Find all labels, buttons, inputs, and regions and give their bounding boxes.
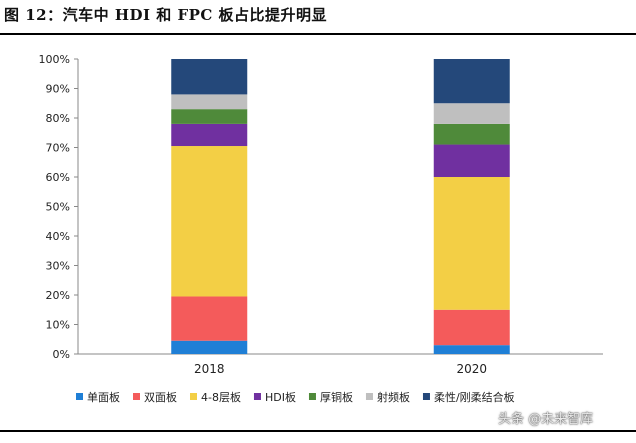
bar-segment: [171, 94, 248, 110]
y-tick-label: 100%: [39, 53, 70, 66]
y-tick-label: 60%: [46, 171, 70, 184]
bottom-rule: [0, 430, 636, 432]
y-tick-label: 90%: [46, 83, 70, 96]
legend-swatch: [308, 393, 316, 400]
legend-swatch: [253, 393, 261, 400]
legend-swatch: [365, 393, 373, 400]
bar-segment: [171, 123, 248, 147]
bar-segment: [171, 59, 248, 95]
legend-label: 单面板: [87, 390, 120, 404]
bar-segment: [433, 123, 510, 145]
legend-label: HDI板: [265, 390, 296, 404]
y-tick-label: 70%: [46, 142, 70, 155]
legend-label: 厚铜板: [320, 390, 353, 404]
bar-segment: [433, 103, 510, 124]
bar-segment: [433, 177, 510, 310]
legend-swatch: [133, 393, 140, 400]
bar-segment: [433, 59, 510, 104]
y-tick-label: 40%: [46, 230, 70, 243]
figure-title: 图 12：汽车中 HDI 和 FPC 板占比提升明显: [4, 6, 328, 24]
legend-swatch: [190, 393, 197, 400]
bar-segment: [433, 144, 510, 177]
x-tick-label: 2020: [456, 362, 487, 376]
legend-label: 4-8层板: [201, 390, 241, 404]
top-rule: [0, 33, 636, 35]
y-tick-label: 10%: [46, 319, 70, 332]
bar-segment: [433, 309, 510, 346]
bar-segment: [433, 345, 510, 354]
legend-label: 柔性/刚柔结合板: [434, 390, 515, 404]
watermark: 头条 @未来智库: [498, 412, 594, 427]
y-tick-label: 20%: [46, 289, 70, 302]
y-tick-label: 30%: [46, 260, 70, 273]
y-tick-label: 0%: [53, 348, 70, 361]
x-tick-label: 2018: [194, 362, 225, 376]
bar-segment: [171, 146, 248, 297]
legend-label: 射频板: [377, 390, 410, 404]
bar-segment: [171, 340, 248, 354]
bar-segment: [171, 296, 248, 341]
y-tick-label: 80%: [46, 112, 70, 125]
bar-segment: [171, 109, 248, 124]
legend-swatch: [422, 393, 430, 400]
legend-label: 双面板: [144, 390, 177, 404]
y-tick-label: 50%: [46, 201, 70, 214]
legend-swatch: [76, 393, 83, 400]
